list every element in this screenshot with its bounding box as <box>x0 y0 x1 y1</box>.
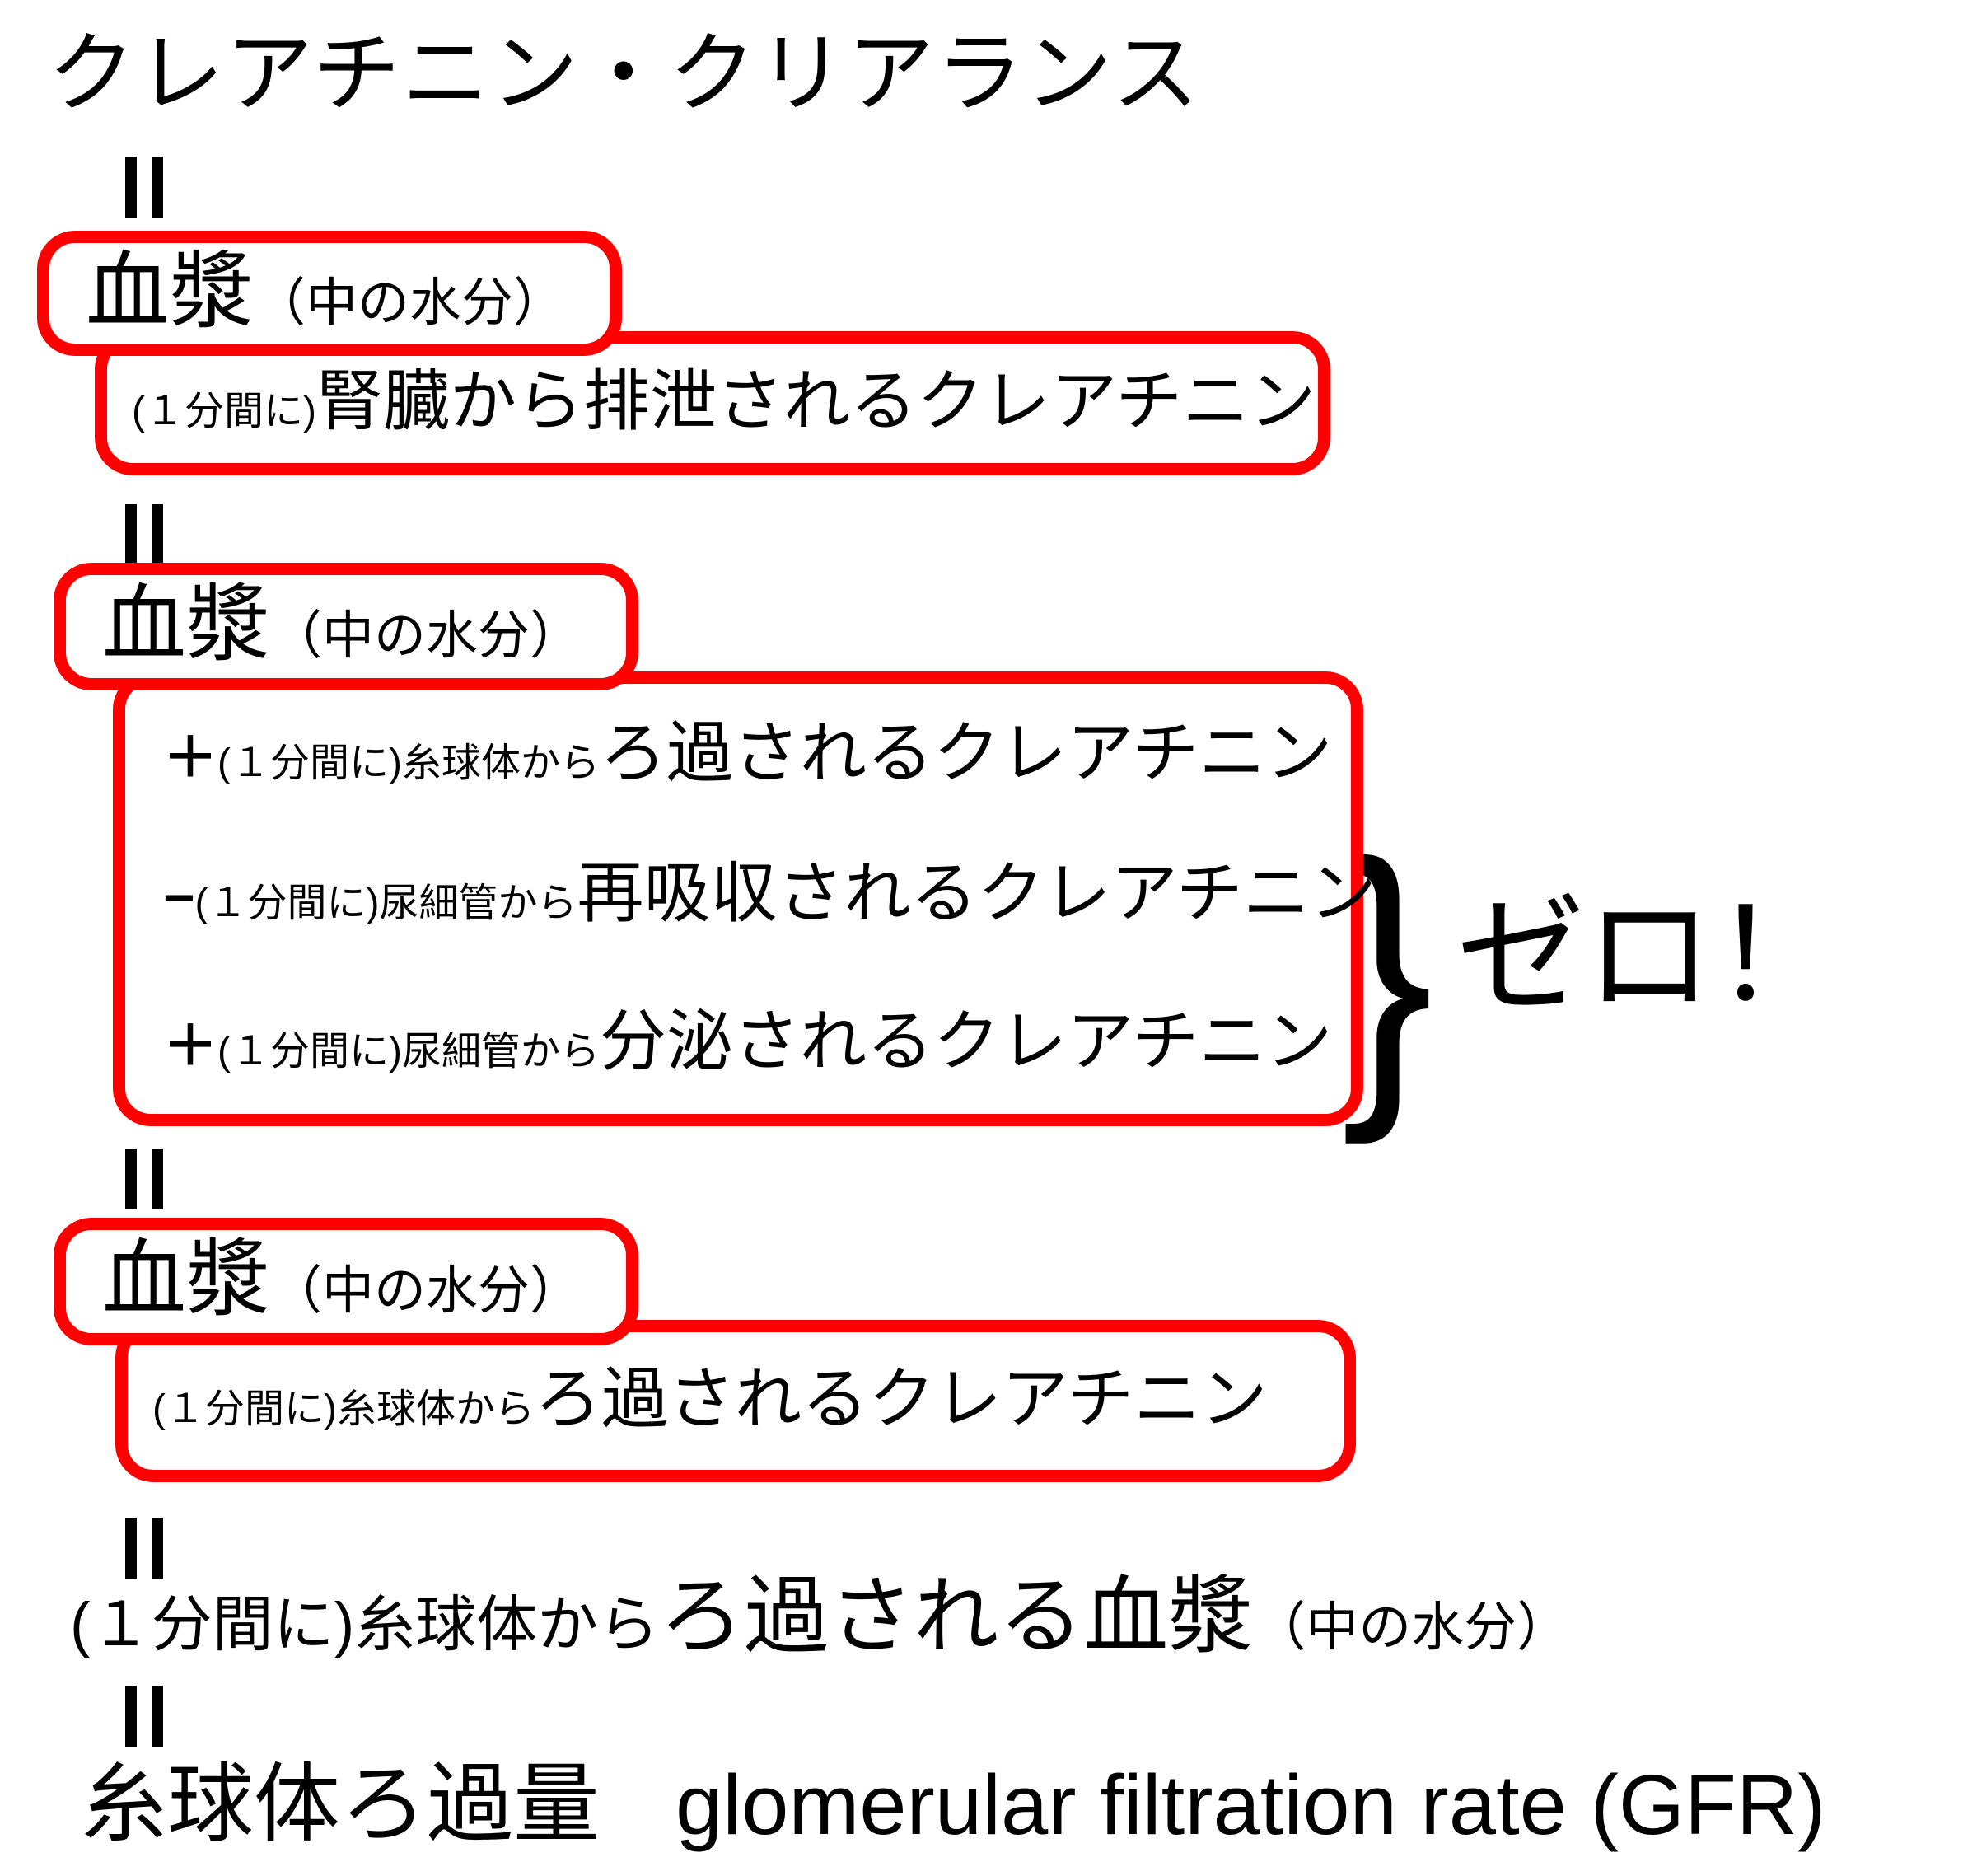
row-prefix: (１分間に)尿細管から <box>217 1030 600 1074</box>
row-prefix: (１分間に)糸球体から <box>217 742 600 785</box>
gfr-japanese-label: 糸球体ろ過量 <box>81 1757 601 1853</box>
plasma-main-label: 血漿 <box>86 245 254 339</box>
plasma-sub-label: （中の水分） <box>270 1262 582 1320</box>
excreted-creatinine-box: (１分間に)腎臓から排泄されるクレアチニン <box>95 331 1330 475</box>
plasma-box-1-line: 血漿（中の水分） <box>49 243 610 366</box>
filtered-creatinine-label: ろ過されるクレアチニン <box>534 1363 1268 1437</box>
minus-sign: − <box>163 867 195 928</box>
equals-sign <box>125 1518 163 1579</box>
excreted-creatinine-label: 腎臓から排泄されるクレアチニン <box>315 365 1316 439</box>
balance-row-secreted: ＋(１分間に)尿細管から分泌されるクレアチニン <box>163 1001 1332 1102</box>
row-main-label: ろ過されるクレアチニン <box>599 717 1333 791</box>
row-main-label: 再吸収されるクレアチニン <box>577 857 1376 931</box>
plasma-main-label: 血漿 <box>102 1233 270 1326</box>
zero-label: ゼロ！ <box>1456 885 1842 1028</box>
plasma-sub-label: （中の水分） <box>254 274 565 332</box>
equals-sign <box>125 157 163 218</box>
per-minute-glomerulus-prefix: (１分間に)糸球体から <box>70 1590 660 1658</box>
excreted-creatinine-line: (１分間に)腎臓から排泄されるクレアチニン <box>107 344 1318 480</box>
plus-sign: ＋ <box>163 727 217 788</box>
balance-box: ＋(１分間に)糸球体からろ過されるクレアチニン −(１分間に)尿細管から再吸収さ… <box>113 671 1376 1126</box>
row-prefix: (１分間に)尿細管から <box>194 882 577 925</box>
plasma-main-label: 血漿 <box>102 578 270 671</box>
page-title: クレアチニン・クリアランス <box>48 26 1201 123</box>
gfr-line: 糸球体ろ過量 glomerular filtration rate (GFR) <box>81 1748 1826 1876</box>
plasma-sub-label: （中の水分） <box>1253 1598 1570 1657</box>
filtered-plasma-label: ろ過される血漿 <box>659 1569 1254 1663</box>
equals-sign <box>125 1686 163 1747</box>
equals-sign <box>125 1149 163 1209</box>
plasma-box-1: 血漿（中の水分） <box>37 231 622 356</box>
row-prefix: (１分間に)糸球体から <box>152 1387 535 1431</box>
plasma-box-2: 血漿（中の水分） <box>54 563 638 690</box>
plus-sign: ＋ <box>163 1015 217 1076</box>
balance-row-reabsorbed: −(１分間に)尿細管から再吸収されるクレアチニン <box>163 853 1376 954</box>
row-main-label: 分泌されるクレアチニン <box>599 1005 1333 1079</box>
plasma-box-3-line: 血漿（中の水分） <box>66 1230 626 1354</box>
plasma-box-2-line: 血漿（中の水分） <box>66 575 626 699</box>
filtered-plasma-line: (１分間に)糸球体からろ過される血漿（中の水分） <box>70 1564 1569 1695</box>
filtered-creatinine-line: (１分間に)糸球体からろ過されるクレアチニン <box>128 1332 1344 1486</box>
per-minute-prefix: (１分間に) <box>132 390 316 433</box>
balance-row-filtered: ＋(１分間に)糸球体からろ過されるクレアチニン <box>163 713 1332 814</box>
gfr-english-label: glomerular filtration rate (GFR) <box>675 1757 1826 1852</box>
plasma-sub-label: （中の水分） <box>270 607 582 665</box>
plasma-box-3: 血漿（中の水分） <box>54 1218 638 1345</box>
equals-sign <box>125 504 163 565</box>
